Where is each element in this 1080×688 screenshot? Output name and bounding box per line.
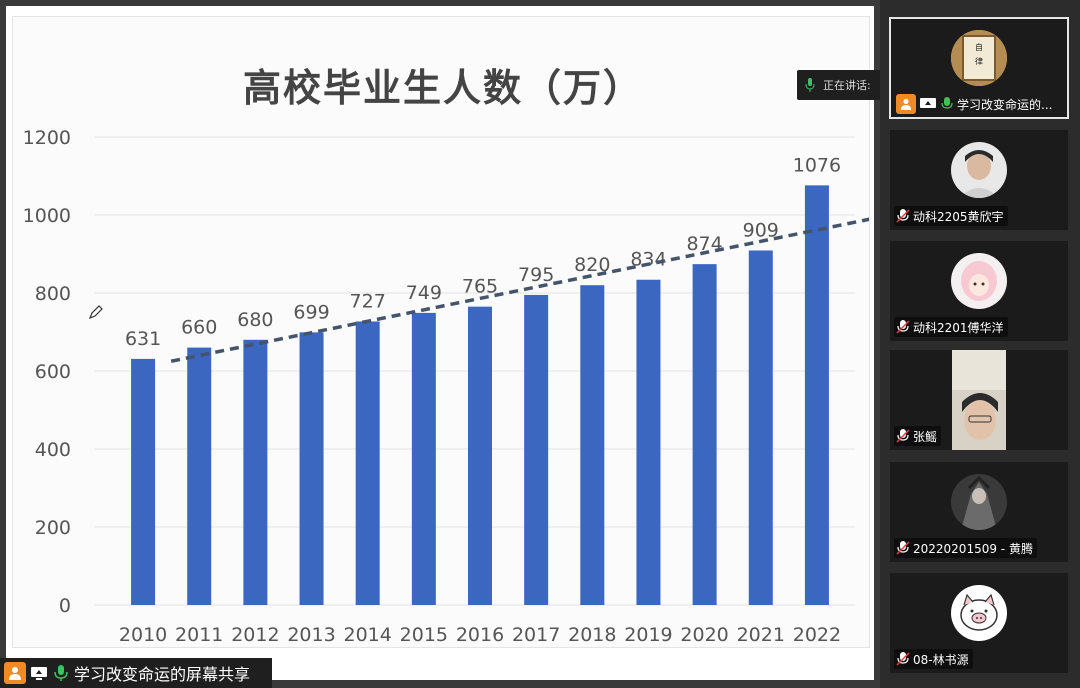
bar — [468, 306, 492, 605]
x-tick-label: 2014 — [344, 624, 392, 646]
mic-muted-icon — [896, 541, 910, 555]
y-tick-label: 600 — [35, 361, 71, 383]
data-label: 660 — [181, 317, 217, 339]
bar — [804, 185, 829, 606]
x-tick-label: 2019 — [624, 624, 672, 646]
participant-name: 学习改变命运的... — [957, 97, 1053, 112]
participant-tile[interactable]: 08-林书源 — [890, 573, 1068, 673]
x-tick-label: 2021 — [737, 624, 785, 646]
participant-name: 张鳐 — [913, 429, 938, 444]
participant-name: 动科2201傅华洋 — [913, 320, 1004, 335]
participant-name: 20220201509 - 黄腾 — [913, 541, 1033, 556]
person-avatar — [951, 142, 1007, 198]
data-label: 874 — [686, 233, 722, 255]
microphone-icon — [941, 97, 953, 109]
anime-avatar — [951, 253, 1007, 309]
data-label: 749 — [406, 282, 442, 304]
data-label: 1076 — [793, 154, 841, 176]
bar — [131, 358, 156, 605]
data-label: 834 — [630, 249, 666, 271]
pen-cursor-icon — [89, 305, 103, 319]
participant-name-row: 学习改变命运的... — [894, 94, 1056, 114]
participant-name-row: 08-林书源 — [894, 649, 973, 669]
participant-name: 08-林书源 — [913, 652, 969, 667]
share-status-bar[interactable]: 学习改变命运的屏幕共享 — [0, 658, 272, 688]
mic-muted-icon — [896, 429, 910, 443]
data-label: 680 — [237, 309, 273, 331]
bar — [748, 250, 773, 606]
y-tick-label: 0 — [59, 595, 71, 617]
participant-tile[interactable]: 自 律 学习改变命运的... — [889, 17, 1069, 119]
x-tick-label: 2017 — [512, 624, 560, 646]
data-label: 727 — [350, 290, 386, 312]
bar-chart: 0 200 400 600 800 1000 1200 631 2010 660 2011 680 20… — [23, 127, 869, 646]
x-tick-label: 2020 — [680, 624, 728, 646]
mic-muted-icon — [896, 320, 910, 334]
y-tick-label: 1200 — [23, 127, 71, 149]
data-label: 765 — [462, 276, 498, 298]
svg-text:律: 律 — [975, 56, 983, 66]
participant-panel: 自 律 学习改变命运的... — [880, 0, 1080, 688]
bar — [299, 332, 324, 605]
x-tick-label: 2022 — [793, 624, 841, 646]
x-tick-label: 2018 — [568, 624, 616, 646]
bar — [243, 339, 268, 605]
participant-name: 动科2205黄欣宇 — [913, 209, 1004, 224]
screen-share-icon — [920, 98, 936, 108]
data-label: 699 — [293, 301, 329, 323]
participant-name-row: 动科2201傅华洋 — [894, 317, 1008, 337]
x-tick-label: 2011 — [175, 624, 223, 646]
data-label: 631 — [125, 328, 161, 350]
screen-share-icon — [31, 667, 47, 680]
bar — [524, 294, 549, 605]
share-bar-label: 学习改变命运的屏幕共享 — [74, 665, 251, 684]
x-tick-label: 2012 — [231, 624, 279, 646]
participant-name-row: 张鳐 — [894, 426, 942, 446]
bar — [355, 321, 380, 605]
speaking-indicator: 正在讲话: — [797, 70, 880, 100]
speaking-label: 正在讲话: — [823, 79, 871, 92]
data-label: 820 — [574, 254, 610, 276]
x-tick-label: 2013 — [287, 624, 335, 646]
participant-name-row: 动科2205黄欣宇 — [894, 206, 1008, 226]
presentation-slide: 0 200 400 600 800 1000 1200 631 2010 660 2011 680 20… — [6, 6, 874, 680]
bar — [636, 279, 661, 605]
bar — [187, 347, 212, 605]
participant-tile[interactable]: 张鳐 — [890, 350, 1068, 450]
user-icon — [896, 94, 916, 114]
calligraphy-avatar: 自 律 — [951, 30, 1007, 86]
participant-tile[interactable]: 20220201509 - 黄腾 — [890, 462, 1068, 562]
participant-tile[interactable]: 动科2205黄欣宇 — [890, 130, 1068, 230]
mic-muted-icon — [896, 652, 910, 666]
screen-share-area: 0 200 400 600 800 1000 1200 631 2010 660 2011 680 20… — [0, 0, 880, 688]
data-label: 795 — [518, 264, 554, 286]
pig-avatar — [951, 585, 1007, 641]
y-tick-label: 800 — [35, 283, 71, 305]
y-tick-label: 400 — [35, 439, 71, 461]
participant-tile[interactable]: 动科2201傅华洋 — [890, 241, 1068, 341]
microphone-icon — [54, 665, 68, 681]
bar — [692, 264, 717, 605]
bar — [411, 312, 436, 605]
character-avatar — [951, 474, 1007, 530]
participant-name-row: 20220201509 - 黄腾 — [894, 538, 1037, 558]
user-icon — [4, 662, 26, 684]
trendline — [170, 217, 869, 363]
bar — [580, 285, 605, 605]
y-tick-label: 200 — [35, 517, 71, 539]
x-tick-label: 2010 — [119, 624, 167, 646]
video-feed — [952, 350, 1006, 450]
mic-muted-icon — [896, 209, 910, 223]
svg-text:自: 自 — [975, 42, 983, 52]
x-tick-label: 2016 — [456, 624, 504, 646]
slide-frame: 0 200 400 600 800 1000 1200 631 2010 660 2011 680 20… — [12, 16, 870, 648]
y-tick-label: 1000 — [23, 205, 71, 227]
data-label: 909 — [743, 219, 779, 241]
microphone-icon — [805, 78, 815, 92]
chart-title: 高校毕业生人数（万） — [242, 66, 643, 110]
x-tick-label: 2015 — [400, 624, 448, 646]
